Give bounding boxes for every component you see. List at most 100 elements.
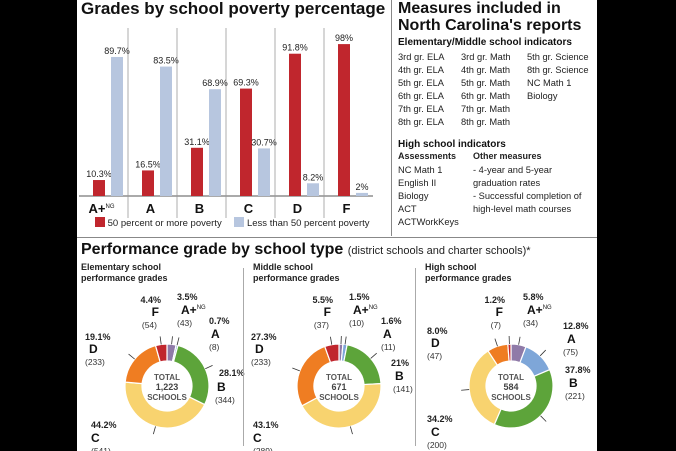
bar-low-C xyxy=(258,148,270,196)
donut-pct-F: 5.5% xyxy=(312,295,333,305)
donut-grade-F: F xyxy=(152,305,159,319)
other-indicator-0: 5th gr. Science xyxy=(527,52,589,62)
donut-separator-2 xyxy=(415,268,416,446)
measures-title-line1: Measures included in xyxy=(398,0,561,17)
donut-grade-F: F xyxy=(496,305,503,319)
bar-category-A+: A+NG xyxy=(89,201,115,216)
elem-indicators-header: Elementary/Middle school indicators xyxy=(398,37,572,48)
horizontal-divider xyxy=(77,237,597,238)
donut-center-schools: SCHOOLS xyxy=(319,393,359,402)
donut-grade-B: B xyxy=(395,369,404,383)
donut-grade-B: B xyxy=(569,376,578,390)
ela-indicator-4: 7th gr. ELA xyxy=(398,104,444,114)
measures-title-line2: North Carolina's reports xyxy=(398,17,582,34)
donut-count-F: (54) xyxy=(142,320,157,330)
donut-count-A: (75) xyxy=(563,347,578,357)
assessment-item-3: ACT xyxy=(398,204,417,214)
donut-slice-F xyxy=(507,343,512,362)
bar-category-D: D xyxy=(293,201,302,216)
donut-pct-C: 34.2% xyxy=(427,414,453,424)
math-indicator-0: 3rd gr. Math xyxy=(461,52,511,62)
donut-pct-D: 8.0% xyxy=(427,326,448,336)
donut-count-A+: (10) xyxy=(349,318,364,328)
bar-label-high-F: 98% xyxy=(335,33,353,43)
donut-leader-A+ xyxy=(518,336,521,345)
bar-high-D xyxy=(289,53,301,197)
bar-high-B xyxy=(191,147,203,196)
ela-indicator-5: 8th gr. ELA xyxy=(398,117,444,127)
bar-low-F xyxy=(356,192,368,196)
bar-category-sup: NG xyxy=(105,204,114,210)
donut-count-D: (233) xyxy=(251,357,271,367)
donut-grade-sup: NG xyxy=(369,305,378,311)
donut-leader-B xyxy=(540,415,547,422)
bar-chart-title: Grades by school poverty percentage xyxy=(81,0,386,18)
donut-slice-F xyxy=(154,343,168,363)
donut-separator-1 xyxy=(243,268,244,446)
donut-slice-C xyxy=(124,381,206,429)
ela-indicator-2: 5th gr. ELA xyxy=(398,78,444,88)
bar-category-A: A xyxy=(146,201,156,216)
math-indicator-4: 7th gr. Math xyxy=(461,104,511,114)
donut-grade-sup: NG xyxy=(197,305,206,311)
donut-grade-B: B xyxy=(217,380,226,394)
ela-indicator-3: 6th gr. ELA xyxy=(398,91,444,101)
performance-title-bold: Performance grade by school type xyxy=(81,241,344,258)
bar-low-A xyxy=(160,66,172,196)
donut-grade-F: F xyxy=(324,305,331,319)
donut-count-C: (541) xyxy=(91,446,111,451)
other-measures-header: Other measures xyxy=(473,151,542,161)
vertical-divider xyxy=(391,0,392,236)
donut-grade-C: C xyxy=(431,425,440,439)
bar-label-high-B: 31.1% xyxy=(184,137,210,147)
math-indicator-5: 8th gr. Math xyxy=(461,117,511,127)
bar-label-low-D: 8.2% xyxy=(303,172,324,182)
donut-count-D: (233) xyxy=(85,357,105,367)
assessment-item-2: Biology xyxy=(398,191,429,201)
bar-high-A+ xyxy=(93,180,105,196)
other-measure-item-0: - 4-year and 5-year xyxy=(473,165,553,175)
donut-pct-B: 37.8% xyxy=(565,365,591,375)
bar-category-C: C xyxy=(244,201,254,216)
legend-label-low: Less than 50 percent poverty xyxy=(246,218,370,229)
donut-pct-B: 28.1% xyxy=(219,368,245,378)
bar-label-low-A: 83.5% xyxy=(153,56,179,66)
bar-high-F xyxy=(338,44,350,196)
math-indicator-1: 4th gr. Math xyxy=(461,65,511,75)
performance-title: Performance grade by school type (distri… xyxy=(81,241,531,259)
legend-swatch-high xyxy=(95,217,105,227)
donut-grade-A+: A+NG xyxy=(527,303,552,317)
high-indicators-header: High school indicators xyxy=(398,139,506,150)
bar-label-high-A+: 10.3% xyxy=(86,169,112,179)
donut-grade-C: C xyxy=(91,431,100,445)
other-indicator-1: 8th gr. Science xyxy=(527,65,589,75)
donut-title-line: Middle school xyxy=(253,262,313,272)
donut-title-line: performance grades xyxy=(425,273,512,283)
donut-leader-A xyxy=(539,349,547,357)
donut-count-F: (37) xyxy=(314,320,329,330)
donut-grade-A: A xyxy=(567,332,576,346)
bar-category-B: B xyxy=(195,201,204,216)
donut-leader-D xyxy=(292,367,300,372)
bar-chart: 10.3% 89.7% A+NG 16.5% 83.5% A 31.1% 68.9% B 69.3… xyxy=(79,28,373,218)
donut-grade-A+: A+NG xyxy=(353,303,378,317)
measures-title: Measures included in North Carolina's re… xyxy=(398,0,581,34)
assessment-item-4: ACTWorkKeys xyxy=(398,217,459,227)
donut-center-number: 584 xyxy=(503,382,518,392)
donut-center-total: TOTAL xyxy=(498,373,524,382)
donut-count-D: (47) xyxy=(427,351,442,361)
donut-count-F: (7) xyxy=(491,320,502,330)
donut-slice-C xyxy=(301,382,382,429)
bar-label-high-A: 16.5% xyxy=(135,159,161,169)
bar-label-low-C: 30.7% xyxy=(251,137,277,147)
donut-leader-C xyxy=(349,426,353,435)
donut-leader-B xyxy=(205,365,213,370)
math-indicator-3: 6th gr. Math xyxy=(461,91,511,101)
donut-grade-sup: NG xyxy=(543,305,552,311)
donut-pct-F: 1.2% xyxy=(484,295,505,305)
bar-label-low-B: 68.9% xyxy=(202,78,228,88)
elem-col-math: 3rd gr. Math 4th gr. Math 5th gr. Math 6th … xyxy=(461,51,511,129)
ela-indicator-0: 3rd gr. ELA xyxy=(398,52,445,62)
donut-leader-F xyxy=(159,336,162,345)
other-measures-list: - 4-year and 5-year graduation rates - Suc… xyxy=(473,164,582,216)
